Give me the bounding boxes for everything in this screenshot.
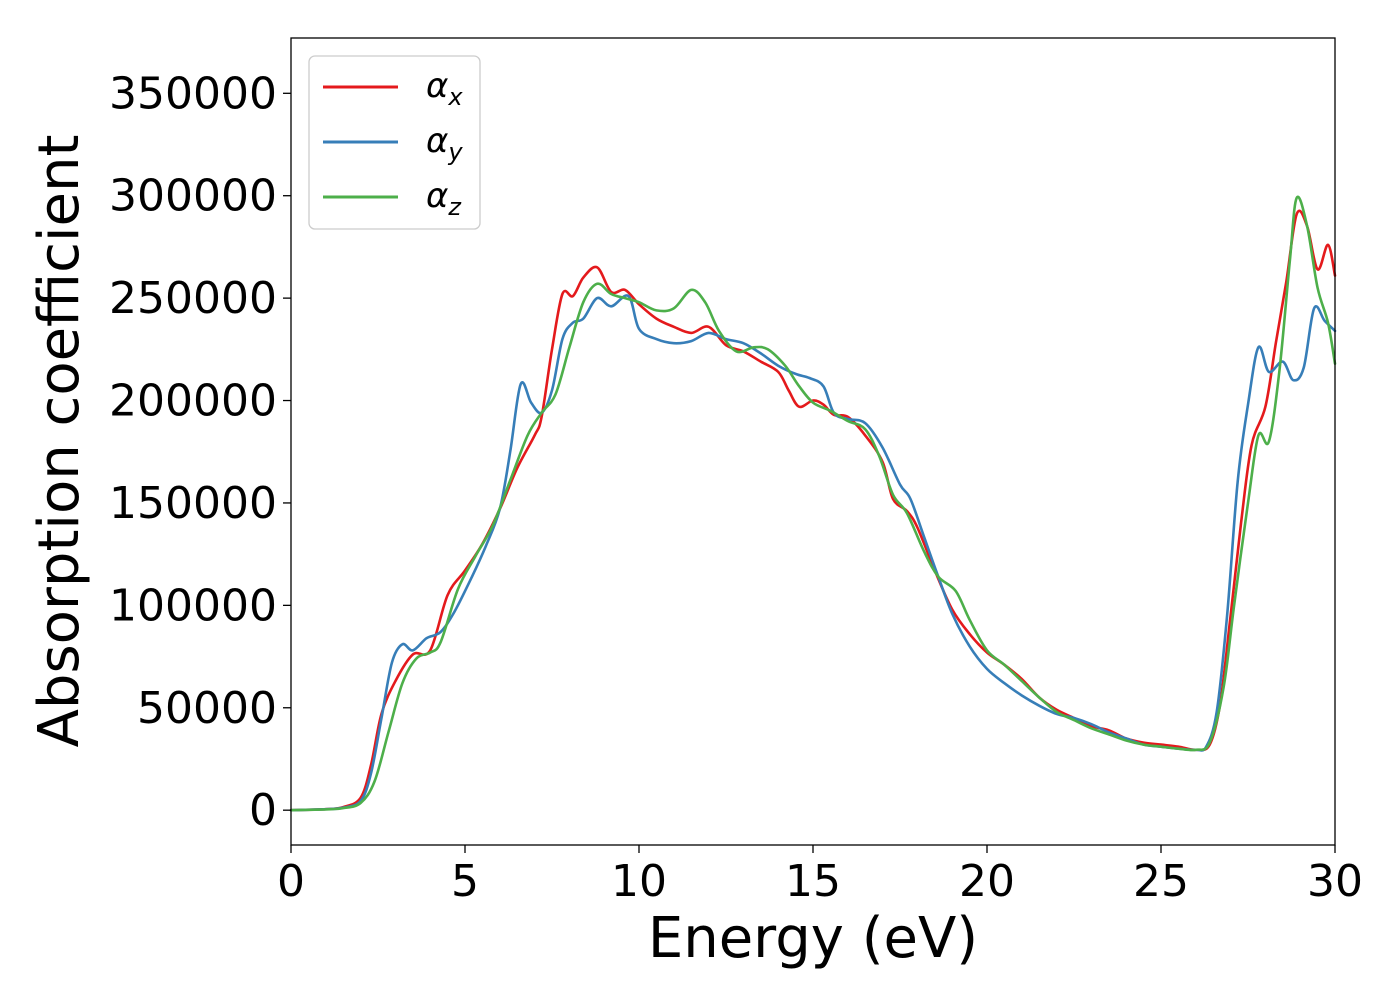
x-tick-label: 30	[1307, 856, 1363, 907]
x-tick-label: 10	[611, 856, 667, 907]
y-tick-label: 0	[249, 785, 277, 836]
x-tick-label: 15	[785, 856, 841, 907]
legend-label-alpha-y: αy	[426, 121, 463, 166]
x-tick-label: 20	[959, 856, 1015, 907]
series-line-alpha-x	[289, 209, 1337, 812]
x-axis-ticks: 0 5 10 15 20 25 30	[277, 845, 1363, 907]
x-tick-label: 0	[277, 856, 305, 907]
y-axis-label: Absorption coefficient	[27, 135, 92, 748]
y-axis-ticks: 0 50000 100000 150000 200000 250000 300000 3500…	[109, 68, 291, 836]
y-tick-label: 350000	[109, 68, 277, 119]
series-layer	[289, 195, 1337, 812]
y-tick-label: 250000	[109, 273, 277, 324]
y-tick-label: 50000	[137, 683, 277, 734]
y-tick-label: 200000	[109, 376, 277, 427]
x-axis-label: Energy (eV)	[648, 906, 978, 971]
series-line-alpha-y	[289, 294, 1337, 812]
y-tick-label: 150000	[109, 478, 277, 529]
x-tick-label: 25	[1133, 856, 1189, 907]
series-line-alpha-z	[289, 195, 1337, 812]
y-tick-label: 100000	[109, 580, 277, 631]
x-tick-label: 5	[451, 856, 479, 907]
legend-label-alpha-x: αx	[426, 66, 463, 111]
y-tick-label: 300000	[109, 171, 277, 222]
